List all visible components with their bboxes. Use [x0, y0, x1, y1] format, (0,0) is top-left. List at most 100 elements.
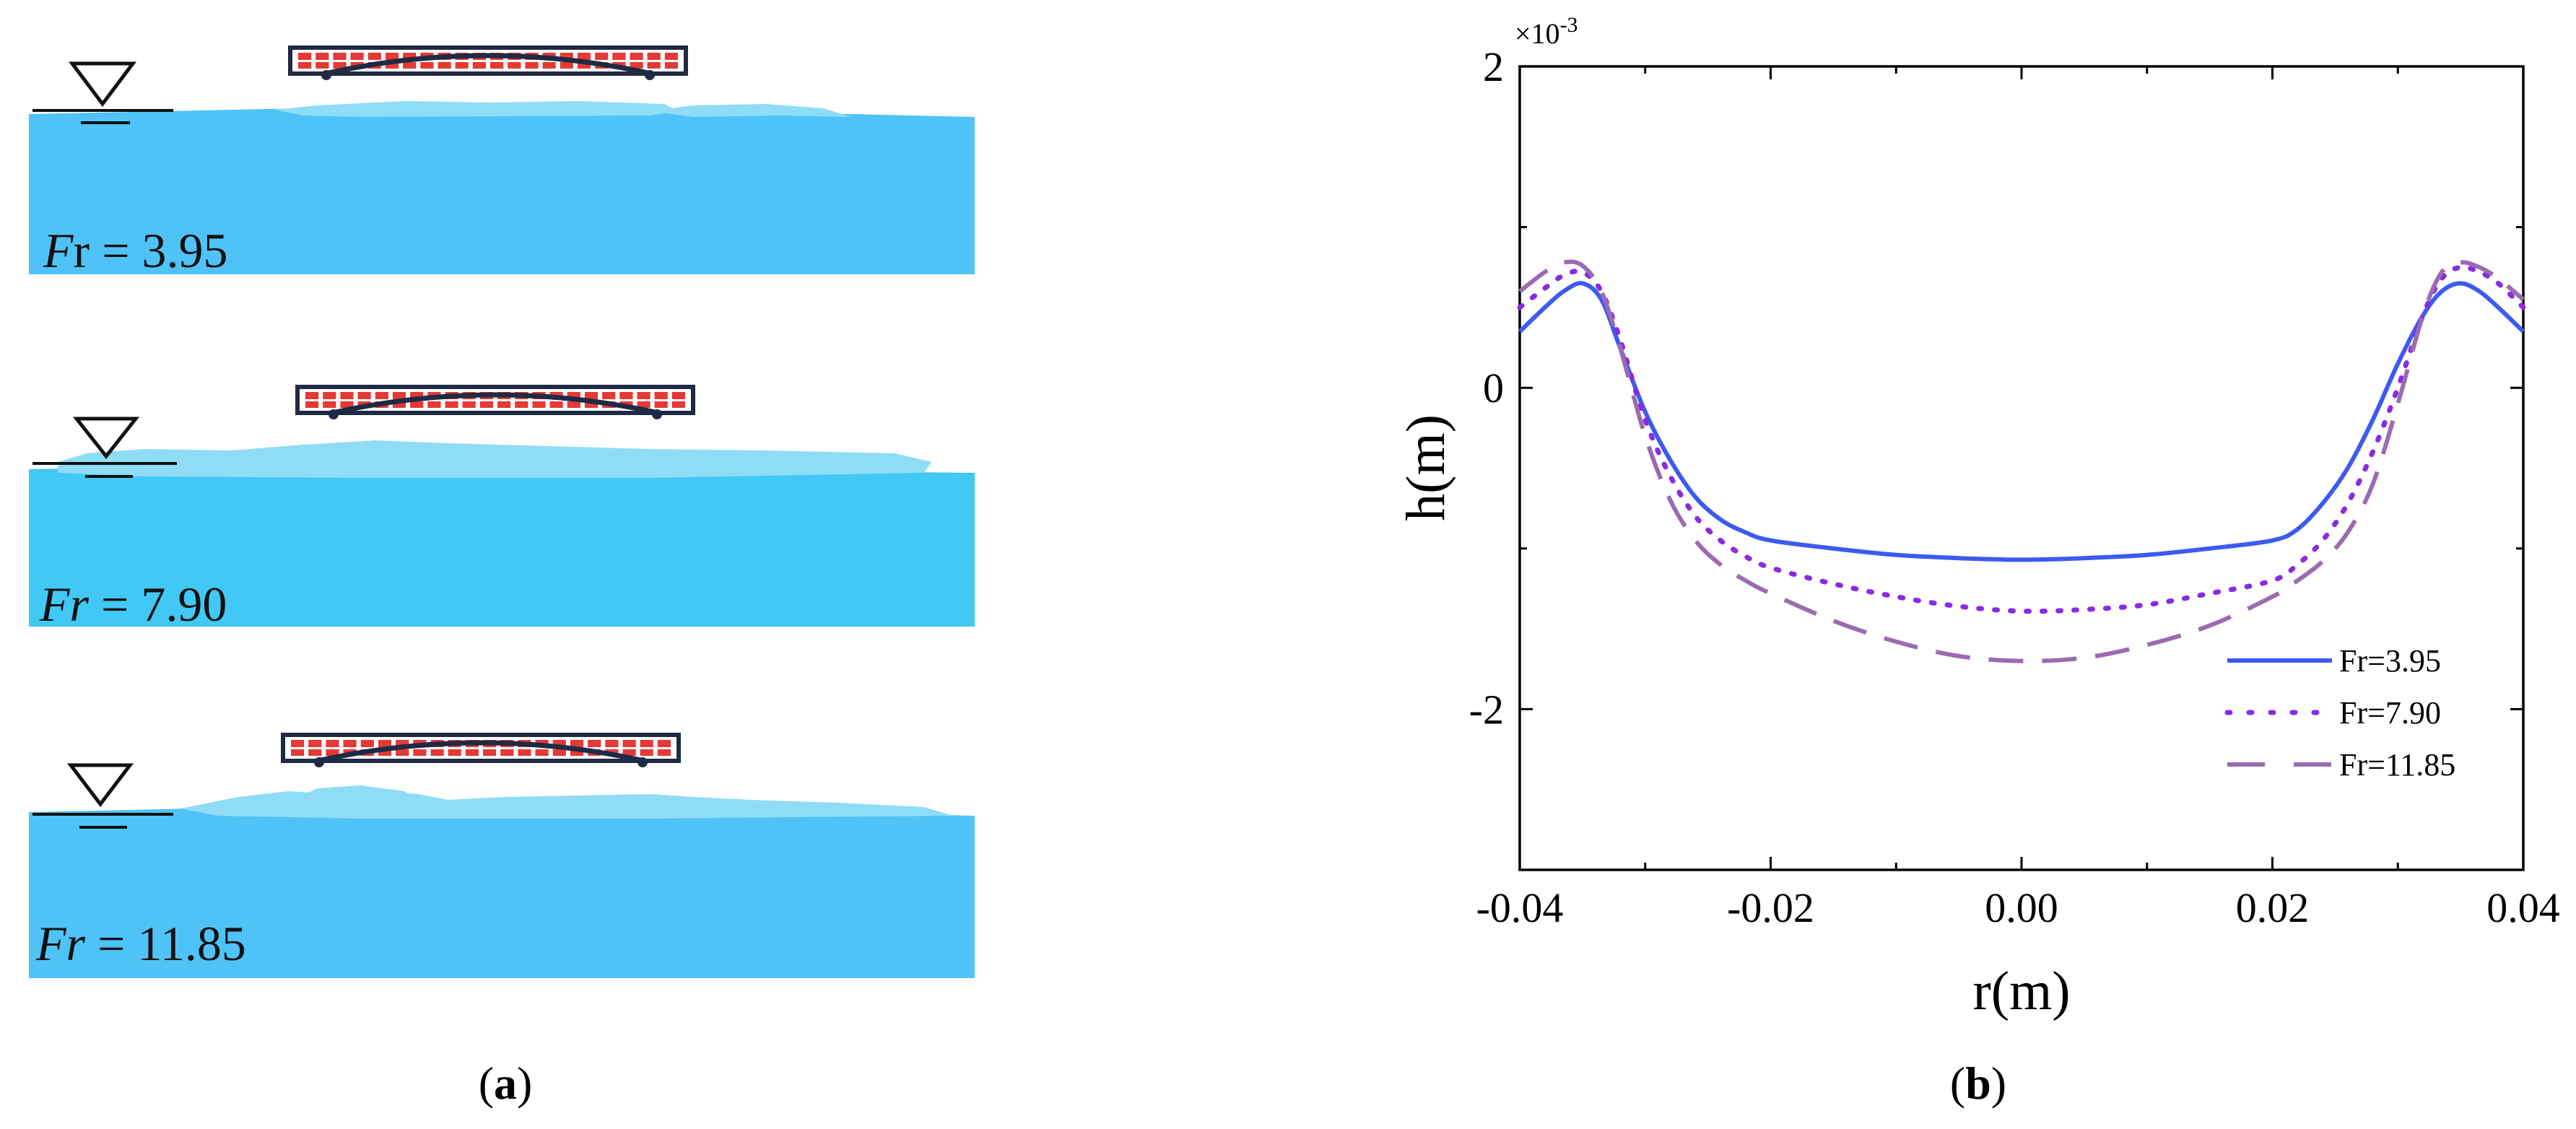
beam-cell-bottom [333, 62, 347, 69]
fr-label-3: Fr = 11.85 [35, 916, 246, 971]
beam-cell-bottom [396, 749, 409, 756]
beam-cell-top [612, 53, 626, 60]
fr-value-1: r = 3.95 [74, 223, 228, 278]
support-right-1 [645, 70, 655, 80]
beam-cell-top [630, 53, 643, 60]
beam-cell-top [410, 392, 424, 399]
wave-crest-2 [58, 440, 931, 478]
beam-cell-bottom [630, 62, 643, 69]
beam-cell-bottom [535, 749, 549, 756]
simulation-case-2: Fr = 7.90 [29, 385, 975, 632]
panel-a-letter: a [494, 1058, 517, 1109]
beam-cell-bottom [584, 401, 599, 408]
beam-cell-top [584, 392, 599, 399]
fr-italic-3: Fr [35, 916, 86, 971]
beam-cell-bottom [448, 749, 461, 756]
beam-cell-bottom [654, 401, 668, 408]
beam-cell-top [403, 53, 417, 60]
beam-cell-top [577, 53, 591, 60]
beam-cell-top [671, 392, 685, 399]
beam-cell-bottom [549, 401, 563, 408]
y-axis-ticks: -2 0 2 [1469, 43, 2523, 871]
beam-cell-top [367, 53, 381, 60]
arch-1 [324, 53, 652, 77]
beam-cell-bottom [472, 62, 486, 69]
panel-b-chart: -0.04 -0.02 0.00 0.02 0.04 -2 0 2 r(m) h(m) ×1… [1396, 13, 2560, 1109]
beam-cell-top [602, 392, 616, 399]
water-body-2 [29, 466, 975, 627]
y-tick-label: -2 [1469, 686, 1504, 733]
beam-cell-top [396, 740, 409, 747]
beam-cell-bottom [462, 401, 476, 408]
beam-cell-bottom [305, 401, 319, 408]
beam-cell-bottom [490, 62, 504, 69]
beam-cell-top [350, 53, 364, 60]
beam-cell-top [595, 53, 609, 60]
beam-cell-top [326, 740, 339, 747]
arch-3 [317, 740, 645, 764]
support-right-3 [638, 757, 648, 767]
beam-cell-bottom [500, 749, 514, 756]
support-left-2 [328, 409, 339, 419]
legend-label-1: Fr=3.95 [2339, 643, 2441, 679]
panel-b-label: (b) [1950, 1058, 2006, 1109]
simulation-case-1: Fr = 3.95 [29, 45, 975, 278]
beam-cell-bottom [518, 749, 531, 756]
panel-a-label: (a) [479, 1058, 533, 1109]
beam-cell-bottom [647, 62, 661, 69]
beam-cell-top [622, 740, 636, 747]
beam-cell-bottom [430, 749, 444, 756]
arch-2 [331, 392, 659, 416]
beam-cell-bottom [413, 749, 427, 756]
legend-label-2: Fr=7.90 [2339, 695, 2441, 731]
beam-cell-bottom [664, 62, 678, 69]
wave-crest-1 [274, 101, 679, 117]
beam-cell-top [605, 740, 619, 747]
beam-cell-top [657, 740, 671, 747]
beam-cell-top [375, 392, 388, 399]
beam-cell-bottom [542, 62, 556, 69]
beam-cell-bottom [403, 62, 417, 69]
beam-cell-top [308, 740, 322, 747]
beam-cell-bottom [479, 401, 493, 408]
beam-cell-top [619, 392, 633, 399]
beam-cell-top [305, 392, 319, 399]
wave-crest-3b [289, 785, 433, 811]
beam-cell-top [640, 740, 653, 747]
beam-cell-top [654, 392, 668, 399]
panel-a-close: ) [517, 1058, 532, 1109]
beam-cell-bottom [410, 401, 424, 408]
panel-b-close: ) [1991, 1058, 2006, 1109]
beam-cell-bottom [483, 749, 497, 756]
support-left-3 [314, 757, 324, 767]
beam-3 [281, 733, 681, 767]
beam-cell-bottom [640, 749, 653, 756]
y-tick-label: 2 [1483, 43, 1504, 90]
beam-cell-bottom [392, 401, 406, 408]
x-tick-label: 0.02 [2236, 884, 2310, 931]
fr-value-3: = 11.85 [85, 916, 246, 971]
simulation-case-3: Fr = 11.85 [29, 733, 975, 978]
water-level-triangle-2-icon [72, 417, 140, 460]
beam-cell-bottom [316, 62, 329, 69]
beam-cell-top [560, 53, 573, 60]
beam-cell-bottom [637, 401, 650, 408]
beam-cell-bottom [577, 62, 591, 69]
beam-cell-bottom [385, 62, 399, 69]
y-multiplier: ×10-3 [1515, 13, 1578, 50]
y-multiplier-exp: -3 [1560, 13, 1578, 37]
beam-cell-top [392, 392, 406, 399]
beam-cell-top [588, 740, 601, 747]
water-body-3 [29, 807, 975, 978]
beam-cell-bottom [291, 749, 305, 756]
water-body-1 [29, 108, 975, 274]
x-axis-ticks: -0.04 -0.02 0.00 0.02 0.04 [1476, 66, 2560, 931]
legend-label-3: Fr=11.85 [2339, 747, 2455, 783]
beam-cell-top [316, 53, 329, 60]
series-line-2 [1517, 264, 2526, 614]
x-tick-label: 0.04 [2486, 884, 2560, 931]
beam-cell-top [333, 53, 347, 60]
beam-cell-bottom [378, 749, 392, 756]
panel-a-simulations: Fr = 3.95 Fr = 7.90 [29, 45, 975, 1109]
beam-cell-top [298, 53, 312, 60]
